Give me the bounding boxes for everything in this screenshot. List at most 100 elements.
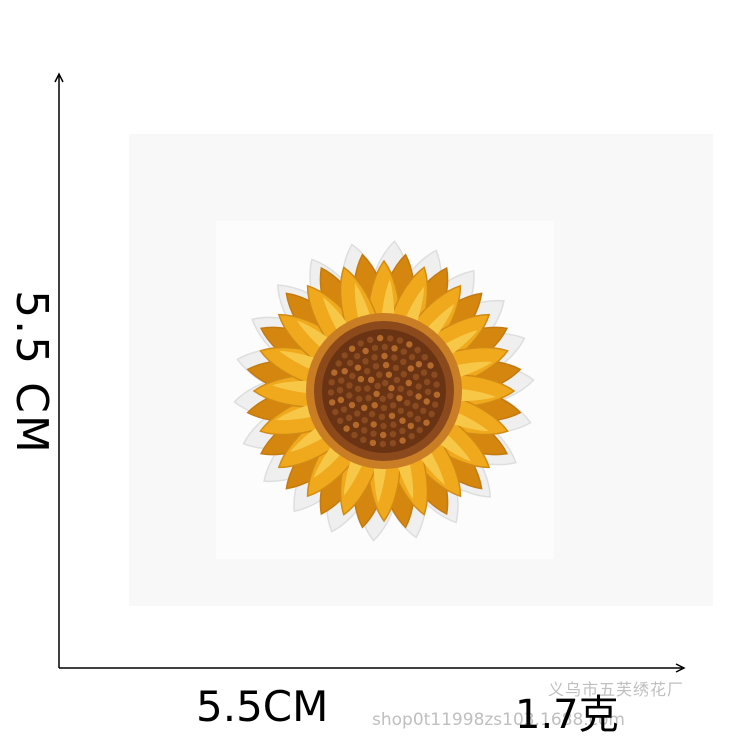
seed-stitch [414, 346, 421, 354]
seed-stitch [387, 335, 394, 342]
seed-stitch [420, 407, 427, 414]
seed-stitch [382, 379, 389, 387]
seed-stitch [396, 395, 403, 402]
seed-stitch [381, 343, 388, 351]
seed-stitch [348, 401, 356, 409]
seed-stitch [406, 341, 413, 348]
seed-stitch [337, 417, 344, 424]
seed-stitch [374, 382, 381, 390]
seed-stitch [399, 437, 406, 444]
seed-stitch [380, 422, 387, 430]
seed-stitch [423, 419, 430, 426]
seed-stitch [389, 430, 397, 438]
seed-stitch [364, 385, 371, 392]
seed-stitch [427, 362, 434, 369]
seed-stitch [367, 336, 374, 343]
seed-stitch [364, 368, 371, 375]
sunflower-patch-image [233, 240, 535, 542]
seed-stitch [371, 344, 379, 352]
seed-stitch [415, 393, 422, 400]
seed-stitch [329, 399, 336, 406]
seed-stitch [414, 415, 422, 423]
seed-stitch [378, 413, 386, 421]
seed-stitch [332, 408, 339, 416]
seed-stitch [331, 369, 338, 376]
seed-stitch [403, 399, 411, 407]
seed-stitch [415, 383, 422, 390]
seed-stitch [381, 352, 388, 360]
seed-stitch [361, 417, 368, 424]
seed-stitch [354, 410, 361, 417]
seed-stitch [327, 389, 335, 396]
weight-label: 1.7克 [515, 692, 619, 738]
seed-stitch [379, 440, 387, 448]
seed-stitch [408, 353, 416, 361]
seed-stitch [431, 371, 438, 378]
seed-stitch [341, 352, 348, 359]
seed-stitch [369, 439, 377, 446]
vertical-axis-arrow-icon [54, 72, 64, 83]
seed-stitch [399, 427, 406, 435]
watermark-shop-url: shop0t11998zs103.1688.com [372, 710, 625, 730]
seed-stitch [348, 345, 356, 352]
width-dimension-label: 5.5CM [196, 682, 329, 731]
seed-stitch [362, 358, 369, 365]
seed-stitch [337, 396, 345, 404]
seed-stitch [407, 365, 414, 372]
seed-stitch [362, 347, 369, 355]
seed-stitch [408, 433, 415, 440]
seed-stitch [371, 402, 378, 409]
seed-stitch [387, 392, 394, 400]
seed-stitch [349, 372, 356, 380]
seed-stitch [385, 371, 393, 378]
seed-stitch [351, 431, 358, 439]
seed-stitch [391, 354, 398, 361]
seed-stitch [412, 373, 420, 381]
seed-stitch [423, 398, 430, 405]
seed-stitch [373, 390, 380, 398]
seed-stitch [338, 377, 345, 384]
seed-stitch [407, 422, 414, 430]
seed-stitch [415, 361, 423, 368]
seed-stitch [346, 382, 353, 389]
seed-stitch [340, 406, 348, 413]
seed-stitch [382, 361, 390, 369]
seed-stitch [421, 354, 428, 361]
seed-stitch [405, 379, 412, 387]
seed-stitch [370, 430, 377, 437]
seed-stitch [390, 421, 397, 428]
seed-stitch [335, 360, 342, 367]
seed-stitch [400, 348, 407, 355]
seed-stitch [380, 431, 387, 439]
seed-stitch [352, 421, 360, 429]
seed-stitch [400, 358, 407, 365]
seed-stitch [380, 404, 388, 412]
height-dimension-text: 5.5 CM [5, 289, 57, 455]
seed-stitch [328, 379, 335, 386]
seed-stitch [361, 427, 368, 434]
seed-stitch [424, 388, 432, 395]
seed-stitch [346, 392, 353, 399]
seed-stitch [368, 376, 375, 383]
seed-stitch [423, 378, 431, 386]
seed-stitch [354, 364, 362, 371]
watermark-shop-name: 义乌市五芙绣花厂 [548, 680, 685, 699]
seed-stitch [389, 402, 397, 409]
seed-stitch [372, 363, 380, 370]
seed-stitch [356, 395, 363, 403]
seed-stitch [379, 395, 386, 403]
seed-stitch [392, 364, 400, 372]
seed-stitch [400, 371, 407, 378]
seed-stitch [433, 381, 440, 388]
seed-stitch [341, 368, 348, 375]
seed-stitch [420, 369, 428, 376]
seed-stitch [432, 401, 439, 408]
seed-stitch [370, 421, 377, 428]
seed-stitch [343, 425, 350, 432]
seed-stitch [433, 391, 441, 398]
seed-stitch [393, 376, 401, 384]
seed-stitch [397, 385, 404, 392]
seed-stitch [399, 417, 406, 424]
seed-stitch [376, 371, 383, 378]
